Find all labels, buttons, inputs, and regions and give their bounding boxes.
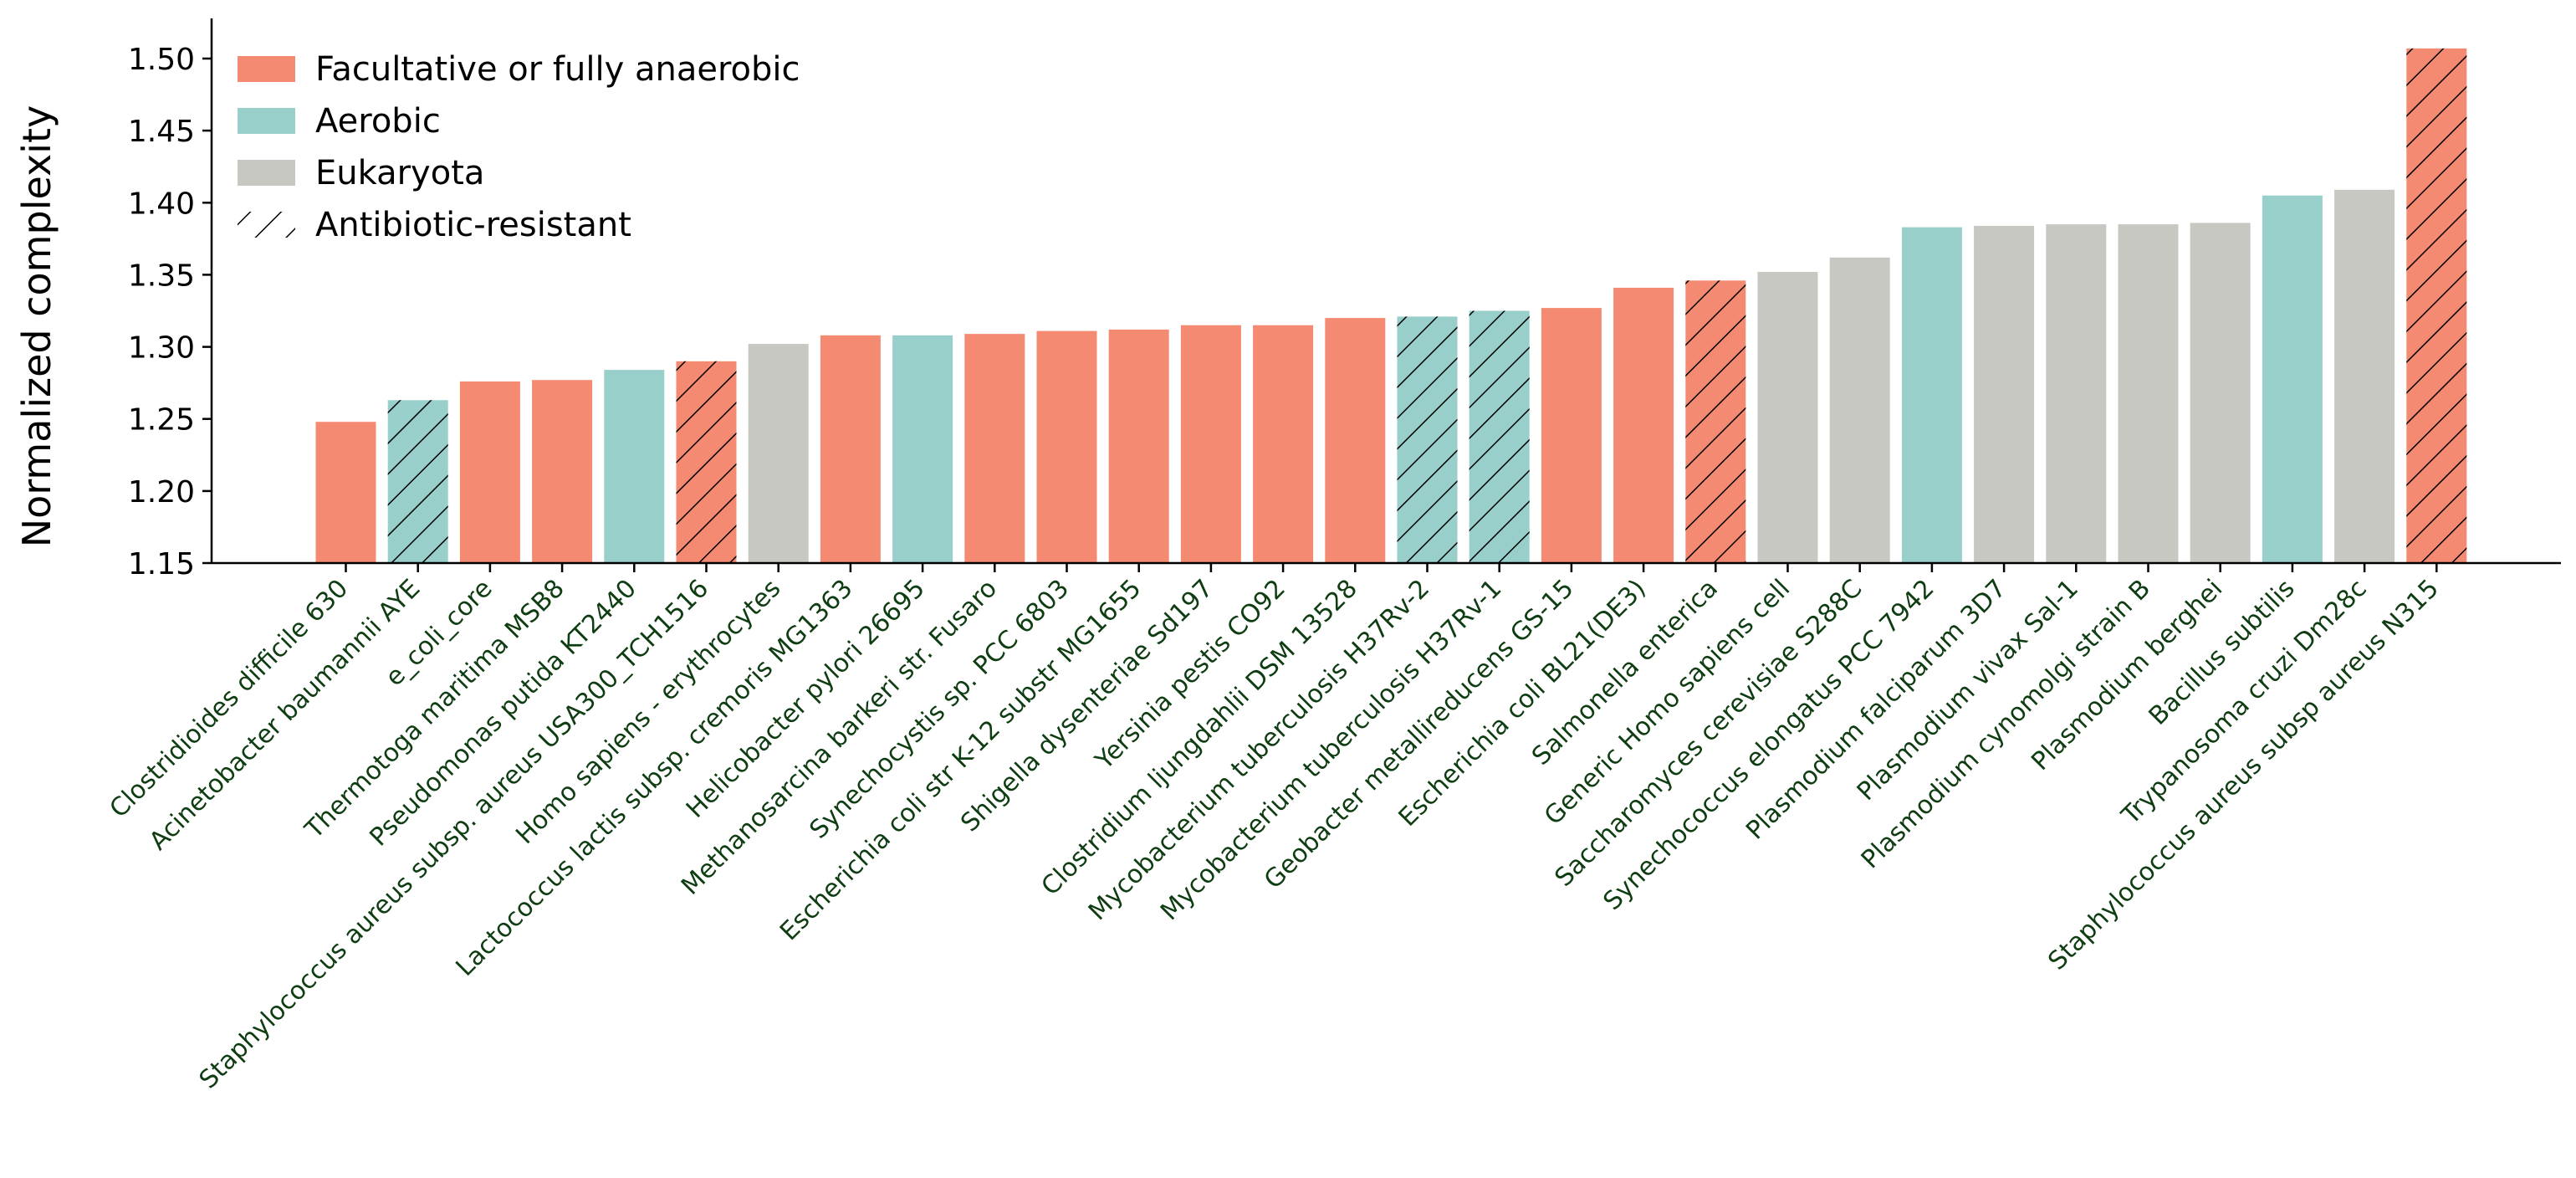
y-tick-label-7: 1.45 [128, 115, 195, 149]
legend-label-resistant: Antibiotic-resistant [315, 206, 631, 244]
x-axis: Clostridioides difficile 630Acinetobacte… [105, 563, 2445, 1094]
y-tick-label-1: 1.15 [128, 547, 195, 581]
x-tick-label-24: Plasmodium falciparum 3D7 [1740, 574, 2012, 846]
bars [315, 48, 2467, 564]
bar-13 [1180, 325, 1241, 563]
y-tick-label-5: 1.35 [128, 259, 195, 293]
bar-hatch-17 [1469, 310, 1530, 563]
bar-21 [1757, 272, 1818, 563]
y-tick-label-2: 1.20 [128, 475, 195, 510]
legend-swatch-aerobic [238, 108, 295, 134]
bar-9 [892, 335, 953, 563]
bar-10 [964, 334, 1025, 563]
bar-8 [820, 335, 881, 563]
bar-hatch-30 [2406, 48, 2467, 563]
legend: Facultative or fully anaerobic Aerobic E… [238, 50, 800, 244]
y-tick-label-4: 1.30 [128, 331, 195, 366]
bar-28 [2262, 195, 2323, 563]
legend-label-aerobic: Aerobic [315, 102, 441, 141]
bar-12 [1108, 329, 1169, 563]
y-tick-label-8: 1.50 [128, 43, 195, 77]
bar-26 [2118, 224, 2179, 563]
bar-hatch-16 [1397, 316, 1458, 563]
bar-18 [1541, 308, 1602, 563]
y-axis: 1.15 1.20 1.25 1.30 1.35 1.40 1.45 1.50 [128, 43, 212, 581]
x-tick-label-11: Synechocystis sp. PCC 6803 [804, 574, 1075, 845]
bar-19 [1613, 287, 1674, 563]
bar-14 [1253, 325, 1314, 563]
legend-label-eukaryota: Eukaryota [315, 154, 484, 192]
legend-swatch-resistant [238, 212, 295, 238]
x-tick-label-23: Synechococcus elongatus PCC 7942 [1597, 574, 1940, 916]
legend-swatch-eukaryota [238, 160, 295, 186]
legend-label-anaerobic: Facultative or fully anaerobic [315, 50, 800, 89]
bar-24 [1974, 225, 2035, 563]
bar-hatch-2 [387, 400, 448, 563]
y-tick-label-3: 1.25 [128, 403, 195, 438]
bar-4 [532, 380, 593, 563]
bar-29 [2334, 189, 2395, 564]
legend-swatch-anaerobic [238, 56, 295, 82]
bar-hatch-6 [676, 361, 737, 563]
bar-27 [2190, 223, 2251, 563]
y-tick-label-6: 1.40 [128, 187, 195, 221]
bar-5 [604, 370, 665, 563]
bar-3 [459, 381, 520, 563]
y-axis-label: Normalized complexity [14, 105, 59, 547]
bar-22 [1829, 257, 1890, 563]
bar-25 [2046, 224, 2107, 563]
bar-1 [315, 422, 376, 563]
bar-15 [1325, 318, 1386, 563]
x-tick-label-4: Thermotoga maritima MSB8 [299, 574, 570, 845]
bar-23 [1901, 227, 1962, 563]
bar-11 [1036, 330, 1097, 563]
x-tick-label-7: Homo sapiens - erythrocytes [510, 574, 786, 850]
bar-7 [748, 344, 809, 563]
bar-hatch-20 [1685, 280, 1746, 563]
